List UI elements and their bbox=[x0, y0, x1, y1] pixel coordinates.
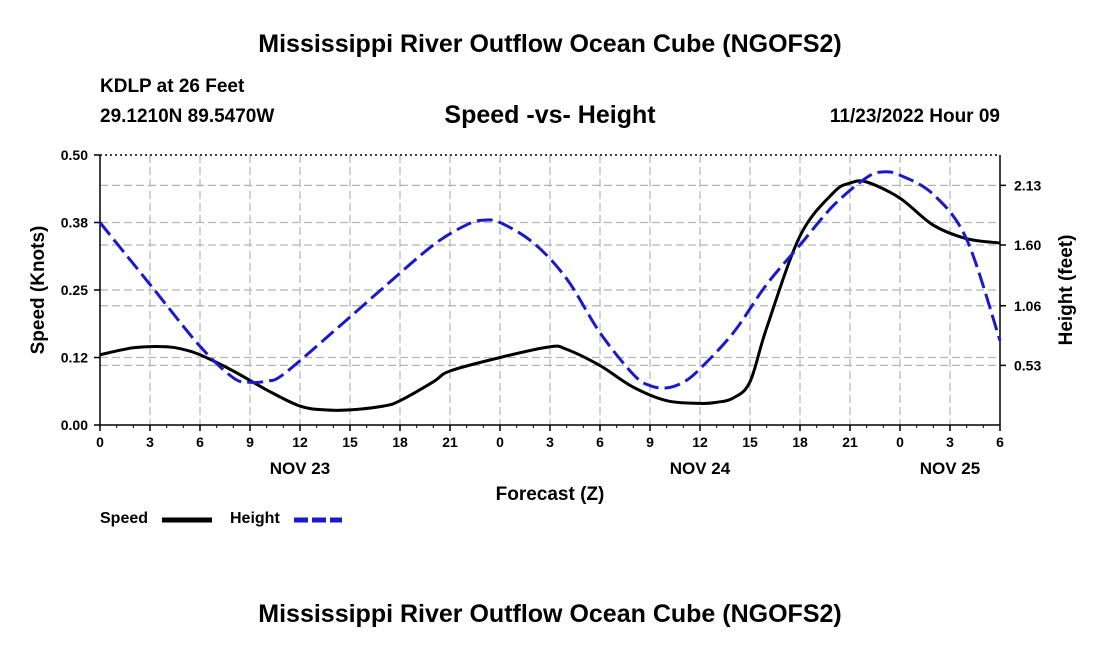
x-tick-label: 0 bbox=[96, 434, 104, 450]
station-coordinates: 29.1210N 89.5470W bbox=[100, 106, 275, 127]
y2-tick-label: 0.53 bbox=[1014, 357, 1041, 373]
x-tick-label: 15 bbox=[742, 434, 758, 450]
y2-axis-title: Height (feet) bbox=[1056, 235, 1077, 346]
y-tick-label: 0.50 bbox=[61, 147, 88, 163]
legend-height-swatch bbox=[294, 517, 342, 523]
x-tick-label: 15 bbox=[342, 434, 358, 450]
x-tick-label: 0 bbox=[896, 434, 904, 450]
chart-subtitle: Speed -vs- Height bbox=[444, 101, 656, 129]
y-tick-label: 0.00 bbox=[61, 417, 88, 433]
x-date-label: NOV 24 bbox=[670, 459, 731, 478]
x-tick-label: 6 bbox=[196, 434, 204, 450]
speed-height-chart: 0 3 6 9 12 15 18 21 0 3 6 9 12 15 18 21 0 3 6 NOV 23 NOV 24 N… bbox=[28, 147, 1077, 505]
x-tick-label: 9 bbox=[246, 434, 254, 450]
x-date-label: NOV 23 bbox=[270, 459, 330, 478]
chart-grid bbox=[100, 155, 1000, 425]
x-tick-label: 9 bbox=[646, 434, 654, 450]
y2-tick-label: 2.13 bbox=[1014, 177, 1041, 193]
x-tick-label: 3 bbox=[946, 434, 954, 450]
x-tick-label: 6 bbox=[596, 434, 604, 450]
x-tick-label: 3 bbox=[146, 434, 154, 450]
y-tick-label: 0.38 bbox=[61, 215, 88, 231]
series-layer bbox=[98, 170, 1002, 412]
x-tick-label: 12 bbox=[292, 434, 308, 450]
legend-height-label: Height bbox=[230, 510, 280, 527]
x-tick-label: 18 bbox=[792, 434, 808, 450]
x-tick-label: 21 bbox=[442, 434, 458, 450]
forecast-datetime: 11/23/2022 Hour 09 bbox=[829, 106, 1000, 127]
x-tick-label: 3 bbox=[546, 434, 554, 450]
axis-layer: 0 3 6 9 12 15 18 21 0 3 6 9 12 15 18 21 0 3 6 NOV 23 NOV 24 N… bbox=[28, 147, 1077, 505]
y2-tick-label: 1.06 bbox=[1014, 298, 1041, 314]
speed-series-line bbox=[99, 179, 1001, 412]
y-axis-title: Speed (Knots) bbox=[28, 226, 49, 355]
x-axis-title: Forecast (Z) bbox=[496, 484, 605, 505]
chart-title: Mississippi River Outflow Ocean Cube (NG… bbox=[258, 30, 842, 58]
x-tick-label: 0 bbox=[496, 434, 504, 450]
footer-title: Mississippi River Outflow Ocean Cube (NG… bbox=[258, 600, 842, 628]
y-tick-label: 0.25 bbox=[61, 282, 88, 298]
station-label: KDLP at 26 Feet bbox=[100, 76, 245, 97]
x-tick-label: 18 bbox=[392, 434, 408, 450]
x-date-label: NOV 25 bbox=[920, 459, 980, 478]
x-tick-label: 6 bbox=[996, 434, 1004, 450]
height-series-line bbox=[98, 170, 1002, 390]
y2-tick-label: 1.60 bbox=[1014, 237, 1041, 253]
legend-speed-label: Speed bbox=[100, 510, 149, 527]
y-tick-label: 0.12 bbox=[61, 350, 88, 366]
legend-speed-swatch bbox=[162, 517, 212, 523]
x-tick-label: 21 bbox=[842, 434, 858, 450]
x-tick-label: 12 bbox=[692, 434, 708, 450]
